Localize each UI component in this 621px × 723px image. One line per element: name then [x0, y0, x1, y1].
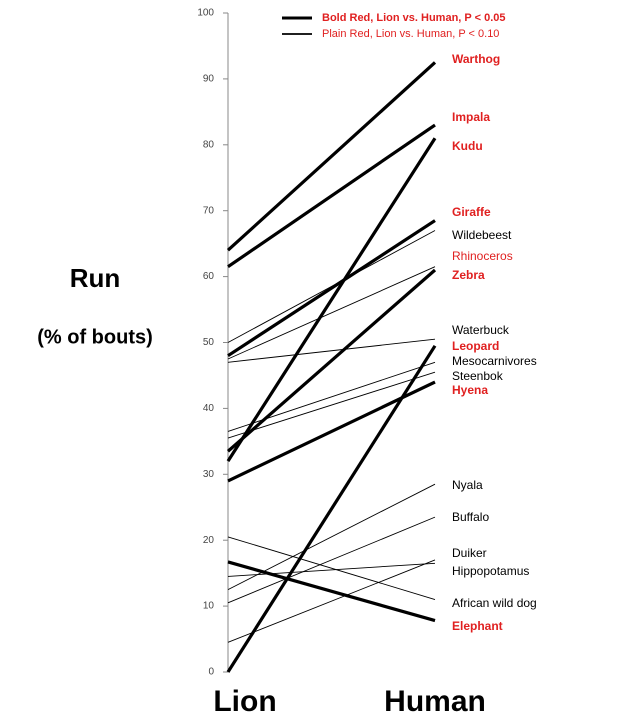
slope-line: [226, 61, 437, 252]
x-tick-label: Human: [384, 685, 486, 718]
slope-line: [227, 230, 436, 343]
series-label: Buffalo: [452, 510, 489, 524]
slope-line: [227, 123, 436, 269]
series-label: Warthog: [452, 52, 500, 66]
slope-line: [227, 483, 436, 591]
slope-line: [226, 137, 437, 462]
y-tick-label: 50: [203, 337, 215, 348]
y-tick-label: 100: [197, 8, 214, 19]
series-label: African wild dog: [452, 596, 537, 610]
y-tick-label: 60: [203, 271, 215, 282]
slope-line: [227, 338, 436, 363]
series-label: Nyala: [452, 478, 483, 492]
y-tick-label: 80: [203, 139, 215, 150]
series-label: Hippopotamus: [452, 564, 529, 578]
y-axis-sublabel: (% of bouts): [37, 326, 153, 348]
slope-line: [227, 361, 436, 432]
slope-line: [227, 266, 436, 360]
series-label: Giraffe: [452, 205, 491, 219]
series-label: Steenbok: [452, 369, 504, 383]
slope-line: [227, 562, 436, 577]
series-label: Impala: [452, 110, 490, 124]
series-label: Waterbuck: [452, 323, 510, 337]
slope-line: [227, 516, 436, 604]
series-label: Mesocarnivores: [452, 354, 537, 368]
slope-line: [227, 559, 436, 643]
y-tick-label: 20: [203, 535, 215, 546]
y-tick-label: 10: [203, 601, 215, 612]
slope-line: [227, 219, 436, 358]
y-axis-label: Run: [70, 263, 121, 293]
x-tick-label: Lion: [213, 685, 276, 718]
series-label: Elephant: [452, 619, 503, 633]
series-label: Duiker: [452, 546, 487, 560]
series-label: Leopard: [452, 339, 499, 353]
legend-label: Bold Red, Lion vs. Human, P < 0.05: [322, 12, 505, 24]
slope-line: [227, 560, 436, 623]
legend-label: Plain Red, Lion vs. Human, P < 0.10: [322, 28, 499, 40]
y-tick-label: 0: [208, 667, 214, 678]
slope-line: [227, 536, 436, 600]
slope-line: [226, 268, 437, 453]
y-tick-label: 90: [203, 74, 215, 85]
series-label: Wildebeest: [452, 228, 512, 242]
slope-line: [227, 380, 436, 483]
slope-line: [226, 344, 437, 673]
y-tick-label: 40: [203, 403, 215, 414]
series-label: Rhinoceros: [452, 249, 513, 263]
slope-line: [227, 371, 436, 439]
series-label: Kudu: [452, 139, 483, 153]
y-tick-label: 70: [203, 205, 215, 216]
series-label: Zebra: [452, 268, 485, 282]
y-tick-label: 30: [203, 469, 215, 480]
series-label: Hyena: [452, 383, 488, 397]
